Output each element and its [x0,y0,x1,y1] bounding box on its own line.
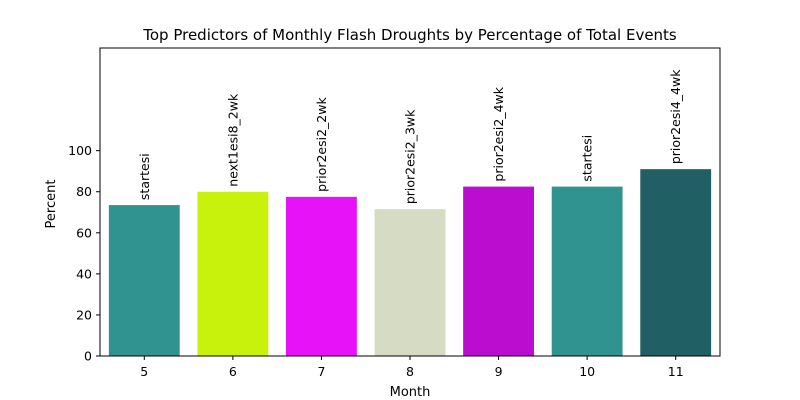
bar-label-month-10: startesi [580,135,595,182]
bar-label-month-7: prior2esi2_2wk [314,97,329,192]
bar-label-month-8: prior2esi2_3wk [403,109,418,204]
bar-label-month-9: prior2esi2_4wk [491,86,506,181]
bar-month-8 [374,209,446,356]
bar-month-10 [551,186,623,356]
x-axis-label: Month [390,385,431,400]
y-tick-label: 100 [68,143,92,158]
bar-month-5 [108,205,180,356]
bar-month-11 [640,169,712,356]
x-tick-label: 10 [579,364,595,379]
y-tick-label: 80 [76,184,92,199]
bar-month-6 [197,191,269,356]
bars-group [108,169,712,356]
y-tick-label: 40 [76,266,92,281]
x-tick-label: 9 [495,364,503,379]
bar-label-month-5: startesi [137,153,152,200]
plot-frame [99,47,721,357]
x-tick-label: 5 [140,364,148,379]
y-tick-label: 60 [76,225,92,240]
y-axis-label: Percent [44,180,59,229]
x-axis: 5 6 7 8 9 10 11 [140,356,684,379]
y-axis: 0 20 40 60 80 100 [68,143,100,364]
x-tick-label: 11 [668,364,684,379]
x-tick-label: 7 [317,364,325,379]
y-tick-label: 20 [76,307,92,322]
bar-labels-group: startesi next1esi8_2wk prior2esi2_2wk prior… [137,69,683,204]
chart-title: Top Predictors of Monthly Flash Droughts… [142,26,677,44]
bar-label-month-6: next1esi8_2wk [225,93,240,187]
bar-month-7 [286,196,357,356]
y-tick-label: 0 [84,349,92,364]
x-tick-label: 6 [229,364,237,379]
x-tick-label: 8 [406,364,414,379]
bar-month-9 [463,186,534,356]
bar-label-month-11: prior2esi4_4wk [668,69,683,164]
